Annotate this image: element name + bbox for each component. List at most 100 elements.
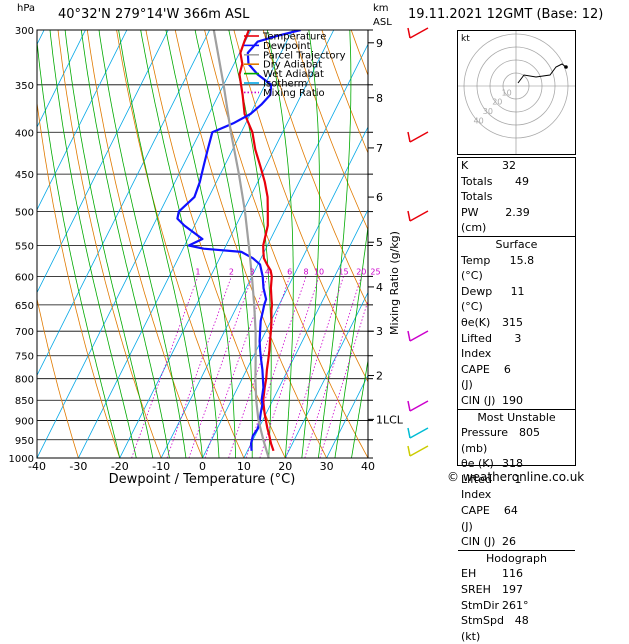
surface-value: 3 <box>514 331 572 362</box>
index-value: 2.39 <box>505 205 572 236</box>
pressure-tick-label: 950 <box>15 436 34 447</box>
hodograph-ring-label: 30 <box>483 107 493 116</box>
surface-value: 6 <box>504 362 572 393</box>
surface-label: Lifted Index <box>461 331 514 362</box>
wind-barb <box>410 446 428 456</box>
x-axis-label: Dewpoint / Temperature (°C) <box>109 472 296 486</box>
wind-barb-flag <box>408 211 410 221</box>
most-unstable-label: Pressure (mb) <box>461 425 519 456</box>
hodograph-table-title: Hodograph <box>458 550 575 567</box>
pressure-tick-label: 500 <box>15 208 34 219</box>
surface-value: 15.8 <box>510 253 572 284</box>
surface-label: Dewp (°C) <box>461 284 511 315</box>
mixing-ratio-line <box>205 276 267 458</box>
hodograph-table-value: 261° <box>502 598 572 614</box>
most-unstable-title: Most Unstable <box>458 409 575 426</box>
mixing-ratio-label: 8 <box>303 267 308 276</box>
hodograph-unit-label: kt <box>461 34 470 44</box>
wet-adiabat-line <box>195 30 252 458</box>
pressure-tick-label: 300 <box>15 26 34 37</box>
mixing-ratio-label: 20 <box>356 267 366 276</box>
legend-label: Mixing Ratio <box>263 88 325 99</box>
pressure-tick-label: 450 <box>15 170 34 181</box>
surface-value: 11 <box>511 284 572 315</box>
height-tick-label: 5 <box>376 236 383 249</box>
mixing-ratio-label: 1 <box>195 267 200 276</box>
height-tick-label: 6 <box>376 191 383 204</box>
index-value: 49 <box>515 174 572 205</box>
hodograph-table-label: StmSpd (kt) <box>461 613 515 644</box>
hodograph-ring-label: 20 <box>492 98 502 107</box>
index-label: PW (cm) <box>461 205 505 236</box>
surface-value: 190 <box>502 393 572 409</box>
isotherm-line <box>78 30 292 458</box>
most-unstable-value: 64 <box>504 503 572 534</box>
surface-value: 315 <box>502 315 572 331</box>
wind-barb <box>410 401 428 411</box>
pressure-tick-label: 600 <box>15 272 34 283</box>
pressure-tick-label: 650 <box>15 301 34 312</box>
hodograph-table-label: EH <box>461 566 476 582</box>
wet-adiabat-line <box>351 30 419 458</box>
wet-adiabat-line <box>65 30 153 458</box>
index-label: K <box>461 158 468 174</box>
mixing-ratio-line <box>305 276 362 458</box>
temperature-tick-label: -40 <box>28 460 46 473</box>
surface-row: θe(K) 315 <box>458 315 575 331</box>
mixing-ratio-label: 4 <box>265 267 270 276</box>
wind-barb-flag <box>408 331 410 341</box>
index-label: Totals Totals <box>461 174 515 205</box>
wind-barb <box>410 211 428 221</box>
surface-row: Dewp (°C)11 <box>458 284 575 315</box>
wind-barb-flag <box>408 428 410 438</box>
dry-adiabat-line <box>586 30 629 458</box>
hodograph-table-row: SREH 197 <box>458 582 575 598</box>
hodograph-table-value: 48 <box>515 613 572 644</box>
most-unstable-value: 26 <box>502 534 572 550</box>
index-row: PW (cm)2.39 <box>458 205 575 236</box>
temperature-tick-label: -30 <box>69 460 87 473</box>
pressure-tick-label: 750 <box>15 352 34 363</box>
wet-adiabat-line <box>99 30 186 458</box>
height-tick-label: 9 <box>376 37 383 50</box>
most-unstable-row: CAPE (J)64 <box>458 503 575 534</box>
mixing-ratio-label: 10 <box>314 267 324 276</box>
wind-barb-flag <box>408 446 410 456</box>
surface-label: CAPE (J) <box>461 362 504 393</box>
most-unstable-row: CIN (J)26 <box>458 534 575 550</box>
copyright-text: © weatheronline.co.uk <box>447 470 584 484</box>
height-tick-label: 7 <box>376 142 383 155</box>
wind-barb <box>410 428 428 438</box>
hodograph-table-value: 197 <box>502 582 572 598</box>
pressure-tick-label: 850 <box>15 396 34 407</box>
surface-row: CAPE (J)6 <box>458 362 575 393</box>
temperature-tick-label: 40 <box>361 460 375 473</box>
surface-label: θe(K) <box>461 315 490 331</box>
hodograph-ring-label: 40 <box>474 116 484 125</box>
pressure-tick-label: 550 <box>15 242 34 253</box>
wind-barb <box>410 28 428 38</box>
surface-title: Surface <box>458 236 575 253</box>
pressure-tick-label: 800 <box>15 375 34 386</box>
wet-adiabat-line <box>36 30 120 458</box>
hodograph-table-value: 116 <box>502 566 572 582</box>
mixing-ratio-label: 2 <box>229 267 234 276</box>
mixing-ratio-label: 15 <box>338 267 348 276</box>
hodograph-ring-label: 10 <box>502 88 512 97</box>
wind-barb <box>410 331 428 341</box>
dry-adiabat-line <box>615 30 629 458</box>
wind-barb <box>410 132 428 142</box>
mixing-ratio-line <box>286 276 344 458</box>
hodograph-table-label: StmDir <box>461 598 499 614</box>
surface-row: CIN (J)190 <box>458 393 575 409</box>
hodograph-end-point <box>564 65 568 69</box>
mixing-ratio-label: 25 <box>370 267 380 276</box>
hodograph-table-row: EH 116 <box>458 566 575 582</box>
hodograph-table-label: SREH <box>461 582 491 598</box>
height-tick-label: 2 <box>376 370 383 383</box>
